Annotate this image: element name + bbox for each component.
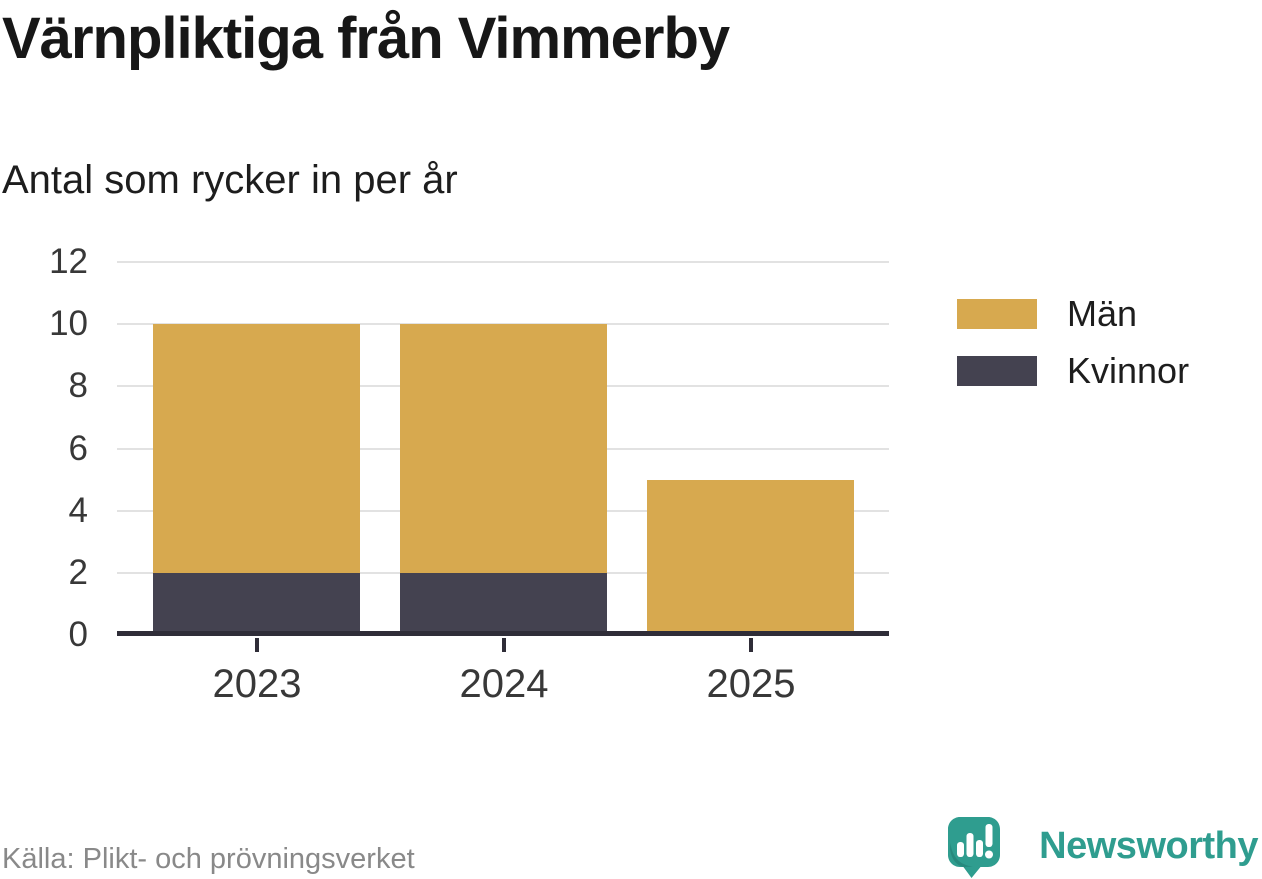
bar-kvinnor-2023 [153, 573, 360, 635]
y-tick-label-0: 0 [68, 615, 88, 654]
bar-män-2023 [153, 324, 360, 573]
legend-label-män: Män [1067, 293, 1138, 334]
bar-män-2024 [400, 324, 607, 573]
gridline-y-12 [117, 261, 889, 263]
y-tick-label-4: 4 [68, 491, 88, 530]
x-tick-label-2024: 2024 [459, 662, 549, 706]
chart-subtitle: Antal som rycker in per år [2, 158, 458, 202]
legend-swatch-män [957, 299, 1037, 329]
y-tick-label-6: 6 [68, 429, 88, 468]
bar-män-2025 [647, 480, 854, 635]
legend-item-kvinnor: Kvinnor [957, 350, 1189, 391]
source-note: Källa: Plikt- och prövningsverket [2, 843, 415, 875]
plot-area: 0 2 4 6 8 10 12 2023 2024 2025 [49, 242, 889, 706]
legend: Män Kvinnor [957, 293, 1189, 413]
x-tick-label-2025: 2025 [706, 662, 796, 706]
y-tick-label-8: 8 [68, 366, 88, 405]
x-tick-2024 [502, 638, 506, 652]
y-tick-label-12: 12 [49, 242, 88, 281]
x-tick-label-2023: 2023 [212, 662, 302, 706]
y-tick-label-2: 2 [68, 553, 88, 592]
bar-kvinnor-2024 [400, 573, 607, 635]
x-tick-2025 [749, 638, 753, 652]
y-tick-label-10: 10 [49, 304, 88, 343]
x-tick-2023 [255, 638, 259, 652]
legend-swatch-kvinnor [957, 356, 1037, 386]
legend-item-män: Män [957, 293, 1189, 334]
chart-title: Värnpliktiga från Vimmerby [2, 6, 730, 71]
newsworthy-wordmark: Newsworthy [1039, 825, 1258, 867]
newsworthy-logo-icon [948, 817, 1000, 878]
x-axis-line [117, 631, 889, 636]
legend-label-kvinnor: Kvinnor [1067, 350, 1190, 391]
